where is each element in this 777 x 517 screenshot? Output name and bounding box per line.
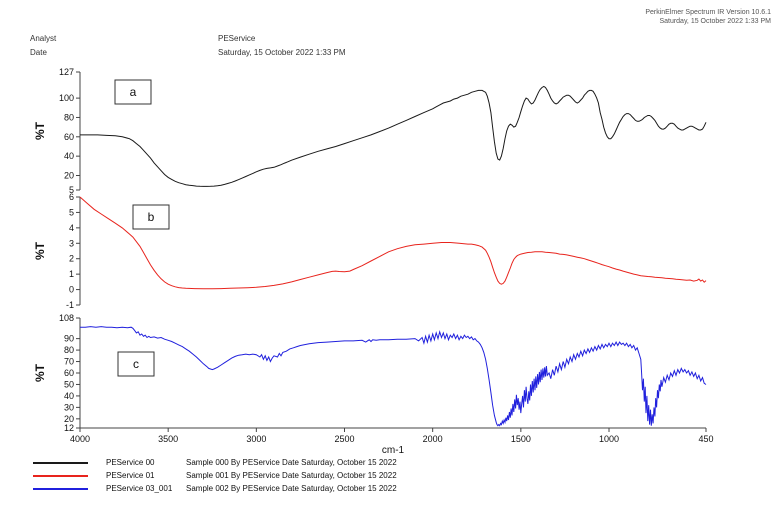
- x-tick-label: 1000: [599, 434, 619, 444]
- y-tick-label: 40: [64, 391, 74, 401]
- spectrum-curve-c: [80, 326, 707, 427]
- y-tick-label: 6: [69, 192, 74, 202]
- spectrum-curve-b: [79, 196, 707, 290]
- legend-row: PEService 00 Sample 000 By PEService Dat…: [0, 456, 777, 469]
- y-tick-label: 60: [64, 368, 74, 378]
- y-tick-label: 4: [69, 223, 74, 233]
- legend-series-description: Sample 000 By PEService Date Saturday, O…: [186, 458, 397, 467]
- y-tick-label: 40: [64, 151, 74, 161]
- y-tick-label: 100: [59, 93, 74, 103]
- y-axis-title-a: %T: [33, 121, 47, 140]
- y-tick-label: 80: [64, 345, 74, 355]
- date-value: Saturday, 15 October 2022 1:33 PM: [218, 48, 346, 57]
- y-tick-label: 70: [64, 357, 74, 367]
- x-tick-label: 4000: [70, 434, 90, 444]
- legend-series-name: PEService 01: [106, 471, 155, 480]
- y-tick-label: 20: [64, 170, 74, 180]
- report-meta-values: PEService Saturday, 15 October 2022 1:33…: [218, 32, 345, 60]
- app-version-line: PerkinElmer Spectrum IR Version 10.6.1: [645, 9, 771, 16]
- y-tick-label: 50: [64, 379, 74, 389]
- y-tick-label: 80: [64, 112, 74, 122]
- spectrum-curve-a: [80, 85, 707, 187]
- legend-row: PEService 03_001 Sample 002 By PEService…: [0, 482, 777, 495]
- x-tick-label: 2000: [423, 434, 443, 444]
- sample-label-box-c: [117, 351, 155, 377]
- y-axis-title-b: %T: [33, 241, 47, 260]
- y-tick-label: 108: [59, 313, 74, 323]
- analyst-label: Analyst: [30, 34, 57, 43]
- x-tick-label: 3000: [246, 434, 266, 444]
- legend-line-sample-black: [33, 461, 88, 464]
- y-tick-label: 127: [59, 67, 74, 77]
- legend-series-name: PEService 00: [106, 458, 155, 467]
- y-tick-label: 30: [64, 402, 74, 412]
- y-tick-label: 60: [64, 132, 74, 142]
- app-version-info: PerkinElmer Spectrum IR Version 10.6.1 S…: [645, 8, 771, 26]
- sample-label-a: a: [130, 85, 137, 99]
- sample-label-box-b: [132, 204, 170, 230]
- spectra-chart: 127100806040205%Ta6543210-1%Tb1089080706…: [33, 67, 714, 456]
- x-tick-label: 450: [698, 434, 713, 444]
- sample-label-c: c: [133, 357, 139, 371]
- legend-series-name: PEService 03_001: [106, 484, 173, 493]
- date-label: Date: [30, 48, 47, 57]
- y-tick-label: -1: [66, 300, 74, 310]
- sample-label-box-a: [114, 79, 152, 105]
- y-tick-label: 12: [64, 423, 74, 433]
- y-tick-label: 5: [69, 207, 74, 217]
- sample-label-b: b: [148, 210, 155, 224]
- y-tick-label: 90: [64, 334, 74, 344]
- report-meta-labels: Analyst Date: [30, 32, 56, 60]
- y-tick-label: 20: [64, 414, 74, 424]
- y-tick-label: 5: [69, 185, 74, 195]
- legend-row: PEService 01 Sample 001 By PEService Dat…: [0, 469, 777, 482]
- legend-series-description: Sample 001 By PEService Date Saturday, O…: [186, 471, 397, 480]
- legend-series-description: Sample 002 By PEService Date Saturday, O…: [186, 484, 397, 493]
- y-tick-label: 0: [69, 285, 74, 295]
- y-tick-label: 3: [69, 238, 74, 248]
- x-tick-label: 2500: [334, 434, 354, 444]
- app-timestamp-line: Saturday, 15 October 2022 1:33 PM: [659, 18, 771, 25]
- y-axis-title-c: %T: [33, 363, 47, 382]
- x-tick-label: 3500: [158, 434, 178, 444]
- x-axis-title: cm-1: [382, 445, 405, 456]
- analyst-value: PEService: [218, 34, 256, 43]
- y-tick-label: 2: [69, 254, 74, 264]
- legend-line-sample-blue: [33, 487, 88, 490]
- legend: PEService 00 Sample 000 By PEService Dat…: [0, 456, 777, 495]
- x-tick-label: 1500: [511, 434, 531, 444]
- legend-line-sample-red: [33, 474, 88, 477]
- y-tick-label: 1: [69, 269, 74, 279]
